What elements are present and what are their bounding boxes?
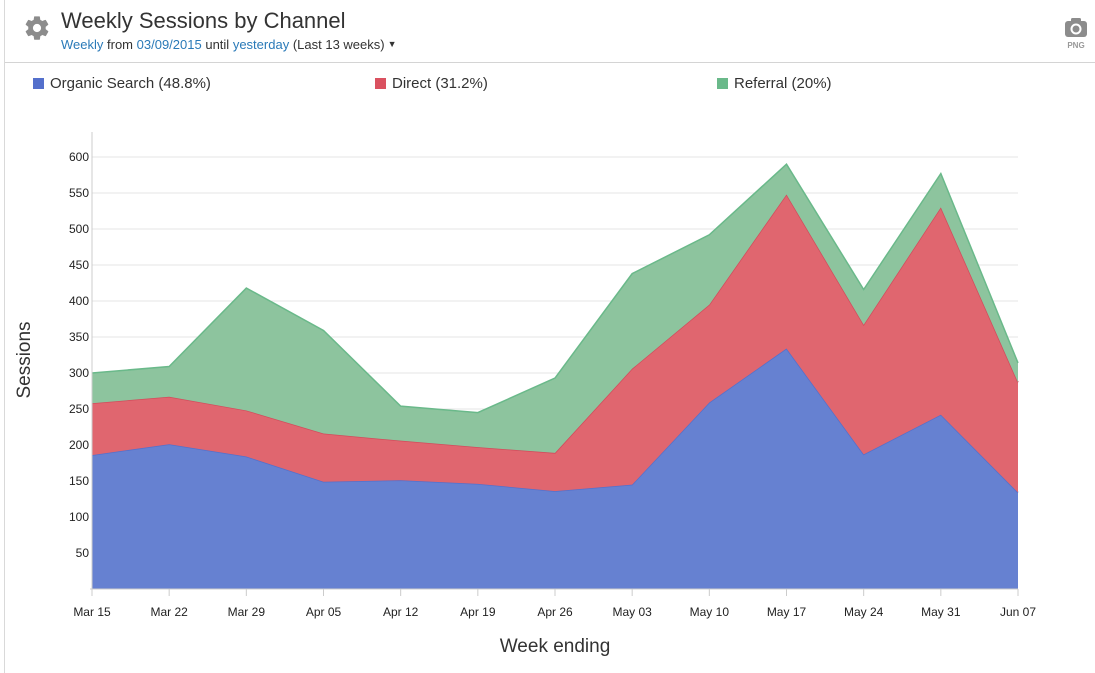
y-tick-label: 450	[69, 258, 89, 272]
end-date-link[interactable]: yesterday	[232, 37, 290, 52]
x-tick-label: May 31	[921, 605, 961, 619]
until-label: until	[205, 37, 230, 52]
range-label: (Last 13 weeks)	[292, 37, 385, 52]
from-label: from	[107, 37, 134, 52]
x-tick-label: Mar 22	[150, 605, 188, 619]
area-direct	[92, 194, 1018, 493]
png-label: PNG	[1067, 41, 1085, 50]
x-tick-label: Apr 19	[460, 605, 496, 619]
chart-header: Weekly Sessions by Channel Weekly from 0…	[5, 0, 1095, 63]
legend-label: Direct (31.2%)	[392, 75, 488, 92]
gear-icon[interactable]	[23, 14, 51, 42]
y-tick-label: 300	[69, 366, 89, 380]
camera-icon	[1065, 18, 1087, 37]
legend-item-direct[interactable]: Direct (31.2%)	[375, 75, 488, 92]
legend-swatch	[33, 78, 44, 89]
x-tick-label: Mar 29	[228, 605, 266, 619]
y-tick-label: 200	[69, 438, 89, 452]
x-tick-label: May 10	[690, 605, 730, 619]
interval-link[interactable]: Weekly	[61, 37, 104, 52]
y-tick-label: 400	[69, 294, 89, 308]
chart-panel: Weekly Sessions by Channel Weekly from 0…	[4, 0, 1095, 673]
y-tick-label: 100	[69, 510, 89, 524]
x-tick-label: Mar 15	[73, 605, 111, 619]
area-referral	[92, 164, 1018, 453]
area-chart: 50 100 150 200 250 300 350 400 450 500 550 600 Mar 1…	[14, 132, 1036, 657]
x-tick-label: Apr 12	[383, 605, 419, 619]
legend-label: Organic Search (48.8%)	[50, 75, 211, 92]
y-tick-label: 250	[69, 402, 89, 416]
date-range-selector: Weekly from 03/09/2015 until yesterday (…	[61, 37, 397, 52]
legend-label: Referral (20%)	[734, 75, 832, 92]
x-axis-title: Week ending	[500, 636, 611, 657]
x-tick-label: Jun 07	[1000, 605, 1036, 619]
export-png-button[interactable]: PNG	[1062, 16, 1090, 52]
x-tick-label: May 24	[844, 605, 884, 619]
y-tick-label: 50	[76, 546, 90, 560]
x-tick-label: May 17	[767, 605, 807, 619]
y-tick-label: 150	[69, 474, 89, 488]
area-organic-search	[92, 348, 1018, 589]
y-tick-label: 550	[69, 186, 89, 200]
y-tick-label: 500	[69, 222, 89, 236]
series-line-referral	[91, 163, 1019, 414]
chart-title: Weekly Sessions by Channel	[61, 8, 346, 33]
y-axis-title: Sessions	[14, 321, 35, 398]
x-tick-label: Apr 05	[306, 605, 342, 619]
y-tick-label: 600	[69, 150, 89, 164]
start-date-link[interactable]: 03/09/2015	[136, 37, 202, 52]
y-tick-label: 350	[69, 330, 89, 344]
legend-item-referral[interactable]: Referral (20%)	[717, 75, 832, 92]
x-tick-label: May 03	[612, 605, 652, 619]
chart-legend: Organic Search (48.8%) Direct (31.2%) Re…	[5, 75, 1095, 95]
legend-item-organic-search[interactable]: Organic Search (48.8%)	[33, 75, 211, 92]
legend-swatch	[717, 78, 728, 89]
legend-swatch	[375, 78, 386, 89]
caret-down-icon[interactable]: ▼	[387, 39, 397, 49]
x-tick-label: Apr 26	[537, 605, 573, 619]
